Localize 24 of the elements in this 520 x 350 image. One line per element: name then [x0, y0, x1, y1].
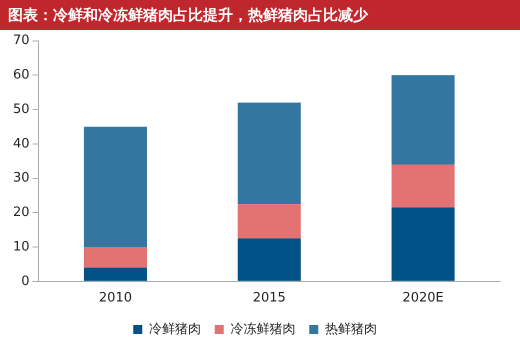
y-tick-label: 30 — [12, 170, 30, 186]
legend-label: 冷冻鲜猪肉 — [230, 322, 296, 337]
y-tick-label: 40 — [12, 136, 30, 152]
bar — [238, 238, 301, 281]
legend-label: 冷鲜猪肉 — [148, 322, 201, 337]
x-tick-label: 2020E — [402, 290, 444, 306]
bar — [392, 164, 455, 208]
bar — [84, 247, 147, 268]
x-tick-label: 2015 — [252, 290, 286, 306]
x-tick-label: 2010 — [98, 290, 132, 306]
bar — [392, 75, 455, 165]
y-tick-label: 50 — [12, 102, 30, 117]
bar — [392, 208, 455, 281]
bar — [84, 126, 147, 248]
y-tick-label: 0 — [21, 274, 30, 289]
bar — [238, 204, 301, 238]
bar — [238, 102, 301, 204]
bar — [84, 268, 147, 281]
y-tick-label: 10 — [12, 239, 30, 254]
y-tick-label: 60 — [12, 68, 30, 83]
chart-title: 图表：冷鲜和冷冻鲜猪肉占比提升，热鲜猪肉占比减少 — [0, 0, 520, 30]
legend-label: 热鲜猪肉 — [324, 322, 377, 337]
y-tick-label: 70 — [12, 33, 30, 48]
y-tick-label: 20 — [12, 205, 30, 220]
